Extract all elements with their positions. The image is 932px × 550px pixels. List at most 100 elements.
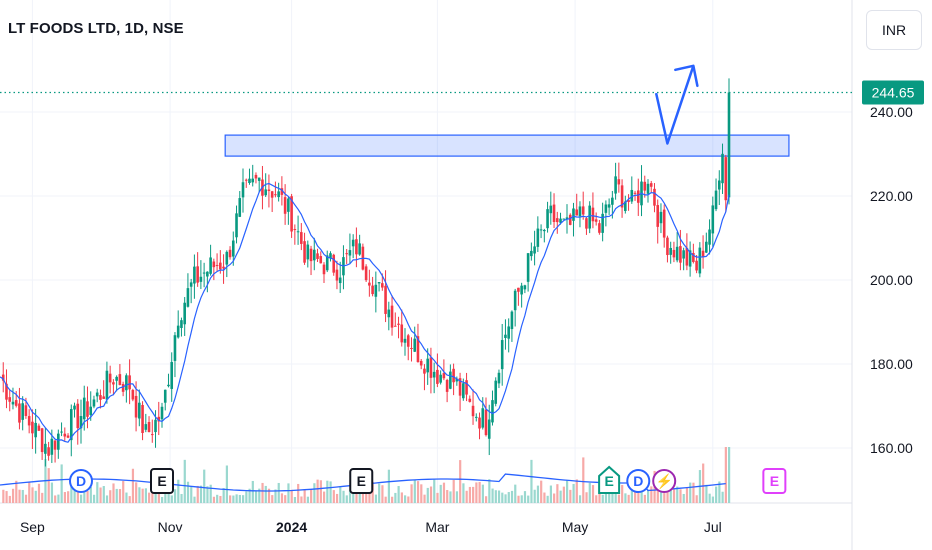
candle-body [206, 271, 209, 277]
candle-body [552, 204, 556, 222]
candle-body [290, 196, 293, 232]
candle-body [581, 206, 585, 215]
candle-body [627, 200, 630, 203]
volume-bar [569, 489, 572, 503]
candle-body [607, 204, 611, 208]
volume-bar [643, 494, 646, 503]
candle-body [494, 380, 498, 404]
candle-body [332, 254, 336, 273]
volume-bar [280, 493, 284, 503]
candle-body [692, 252, 695, 262]
volume-bar [34, 490, 37, 503]
volume-bar [436, 492, 439, 503]
volume-bar [601, 494, 604, 503]
candle-body [588, 205, 591, 229]
candle-body [520, 285, 523, 295]
candle-body [277, 191, 280, 198]
currency-button[interactable]: INR [866, 10, 922, 50]
volume-bar [170, 495, 173, 503]
volume-bar [416, 481, 420, 503]
candle-body [238, 198, 242, 217]
candle-body [47, 447, 50, 456]
volume-bar [540, 480, 543, 503]
volume-bar [248, 488, 251, 503]
event-marker-earnings[interactable]: E [598, 465, 621, 494]
volume-bar [452, 479, 455, 503]
volume-bar [562, 486, 565, 503]
volume-bar [472, 486, 475, 503]
candle-body [193, 266, 196, 284]
candle-body [125, 375, 128, 391]
volume-bar [96, 482, 99, 503]
volume-bar [24, 494, 28, 503]
candle-body [325, 255, 329, 271]
candle-body [675, 246, 679, 261]
volume-bar [634, 487, 637, 503]
volume-bar [60, 464, 63, 503]
event-marker-shape [626, 469, 651, 493]
event-marker-dividend[interactable]: D [69, 469, 93, 493]
volume-bar [536, 485, 540, 503]
candle-body [167, 384, 170, 387]
candle-body [163, 389, 167, 403]
volume-bar [692, 482, 695, 503]
volume-bar [229, 495, 232, 503]
volume-bar [251, 480, 254, 503]
candle-body [222, 266, 225, 269]
volume-bar [423, 494, 426, 503]
candle-body [274, 194, 277, 196]
candle-body [241, 182, 245, 198]
candle-body [338, 277, 342, 284]
event-marker-earnings[interactable]: E [349, 468, 374, 494]
y-axis-tick-label: 240.00 [870, 104, 913, 120]
candle-body [381, 283, 384, 288]
event-marker-earnings-upcoming[interactable]: E [762, 468, 787, 494]
candle-body [199, 276, 203, 282]
volume-bar [313, 483, 316, 503]
event-marker-dividend[interactable]: D [626, 469, 651, 493]
volume-bar [128, 496, 131, 503]
volume-bar [31, 487, 34, 503]
candle-body [316, 253, 319, 259]
volume-bar [433, 479, 436, 503]
candle-body [393, 325, 397, 327]
volume-bar [640, 491, 643, 503]
candle-body [500, 340, 504, 370]
volume-bar [656, 490, 659, 503]
volume-bar [258, 488, 261, 503]
event-marker-split[interactable]: ⚡ [652, 469, 677, 493]
candle-body [150, 434, 154, 436]
volume-bar [381, 485, 384, 503]
volume-bar [306, 496, 309, 503]
candle-body [513, 290, 517, 311]
candle-body [478, 417, 481, 429]
candle-body [416, 336, 420, 363]
candle-body [11, 401, 15, 405]
volume-bar [125, 492, 128, 503]
candle-body [5, 383, 8, 400]
volume-bar [335, 493, 339, 503]
volume-bar [329, 481, 332, 503]
event-marker-earnings[interactable]: E [150, 468, 174, 494]
volume-bar [507, 492, 510, 503]
candle-body [287, 198, 290, 212]
volume-bar [297, 483, 300, 503]
volume-bar [455, 491, 459, 503]
volume-bar [63, 492, 66, 503]
volume-bar [426, 487, 429, 503]
candle-body [154, 419, 157, 433]
volume-bar [478, 481, 481, 503]
volume-bar [591, 485, 595, 503]
volume-bar [659, 485, 663, 503]
volume-bar [595, 495, 598, 503]
volume-bar [627, 494, 630, 503]
volume-bar [647, 489, 650, 503]
volume-bar [705, 484, 708, 503]
candle-body [543, 229, 546, 232]
event-marker-shape [652, 469, 677, 493]
candle-body [355, 239, 358, 255]
candle-body [559, 218, 562, 223]
candle-body [549, 205, 553, 214]
candle-body [717, 180, 721, 190]
